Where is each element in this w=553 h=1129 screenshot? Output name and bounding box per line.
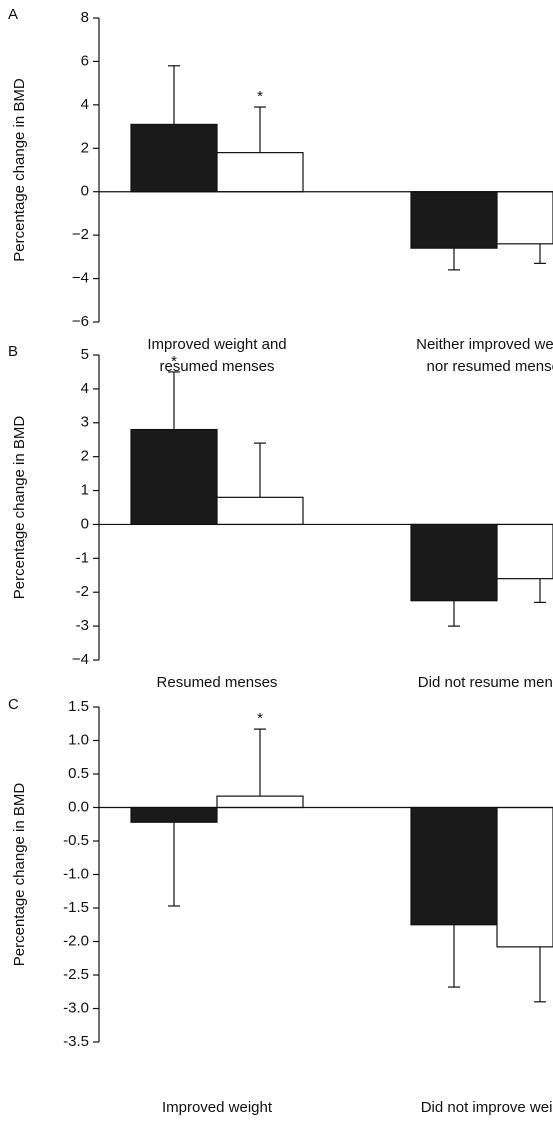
y-tick-label: -3.5 <box>63 1033 89 1050</box>
y-tick-label: -3.0 <box>63 999 89 1016</box>
x-tick-label: nor resumed menses <box>427 358 553 375</box>
y-axis-label: Percentage change in BMD <box>11 416 28 600</box>
y-axis-label: Percentage change in BMD <box>11 783 28 967</box>
y-tick-label: −4 <box>72 270 89 287</box>
y-tick-label: −6 <box>72 313 89 330</box>
annotation: * <box>171 353 177 370</box>
y-tick-label: -1 <box>76 549 89 566</box>
error-bar <box>168 371 180 430</box>
bar <box>130 123 218 193</box>
bar <box>410 523 498 602</box>
x-tick-label: Did not resume menses <box>418 674 553 691</box>
x-tick-label: Improved weight <box>162 1099 273 1116</box>
x-tick-label: Did not improve weight <box>421 1099 553 1116</box>
y-tick-label: −4 <box>72 651 89 668</box>
y-tick-label: 6 <box>81 52 89 69</box>
error-bar <box>254 442 266 498</box>
error-bar <box>254 106 266 153</box>
y-tick-label: 4 <box>81 380 89 397</box>
error-bar <box>448 924 460 988</box>
y-tick-label: -2.0 <box>63 932 89 949</box>
y-tick-label: 2 <box>81 448 89 465</box>
y-tick-label: 0 <box>81 183 89 200</box>
panel-label: C <box>8 696 19 713</box>
y-axis-label: Percentage change in BMD <box>11 78 28 262</box>
y-tick-label: -2 <box>76 583 89 600</box>
y-tick-label: -2.5 <box>63 966 89 983</box>
bar <box>130 806 218 823</box>
x-tick-label: Neither improved weight <box>416 336 553 353</box>
y-tick-label: -3 <box>76 617 89 634</box>
annotation: * <box>257 88 263 105</box>
panel-label: A <box>8 6 18 23</box>
x-tick-label: Resumed menses <box>157 674 278 691</box>
y-tick-label: 8 <box>81 9 89 26</box>
annotation: * <box>257 710 263 727</box>
bar <box>410 191 498 249</box>
error-bar <box>254 728 266 797</box>
error-bar <box>534 243 546 264</box>
bar <box>496 523 553 580</box>
panel-label: B <box>8 343 18 360</box>
y-tick-label: 2 <box>81 139 89 156</box>
bar <box>216 152 304 193</box>
error-bar <box>534 578 546 603</box>
y-tick-label: 0.5 <box>68 765 89 782</box>
y-tick-label: 0 <box>81 515 89 532</box>
y-tick-label: 0.0 <box>68 798 89 815</box>
y-tick-label: 3 <box>81 414 89 431</box>
bar <box>496 806 553 948</box>
error-bar <box>448 600 460 627</box>
bar <box>216 795 304 809</box>
error-bar <box>168 65 180 125</box>
y-tick-label: -0.5 <box>63 832 89 849</box>
x-tick-label: resumed menses <box>159 358 274 375</box>
bar <box>216 496 304 526</box>
y-tick-label: 1.0 <box>68 731 89 748</box>
bar <box>130 428 218 526</box>
y-tick-label: 1.5 <box>68 698 89 715</box>
y-tick-label: 5 <box>81 346 89 363</box>
y-tick-label: -1.0 <box>63 865 89 882</box>
y-tick-label: −2 <box>72 226 89 243</box>
bar <box>496 191 553 245</box>
y-tick-label: 4 <box>81 96 89 113</box>
y-tick-label: -1.5 <box>63 899 89 916</box>
error-bar <box>168 822 180 907</box>
x-tick-label: Improved weight and <box>147 336 286 353</box>
y-tick-label: 1 <box>81 482 89 499</box>
error-bar <box>534 946 546 1003</box>
error-bar <box>448 248 460 271</box>
bar <box>410 806 498 926</box>
